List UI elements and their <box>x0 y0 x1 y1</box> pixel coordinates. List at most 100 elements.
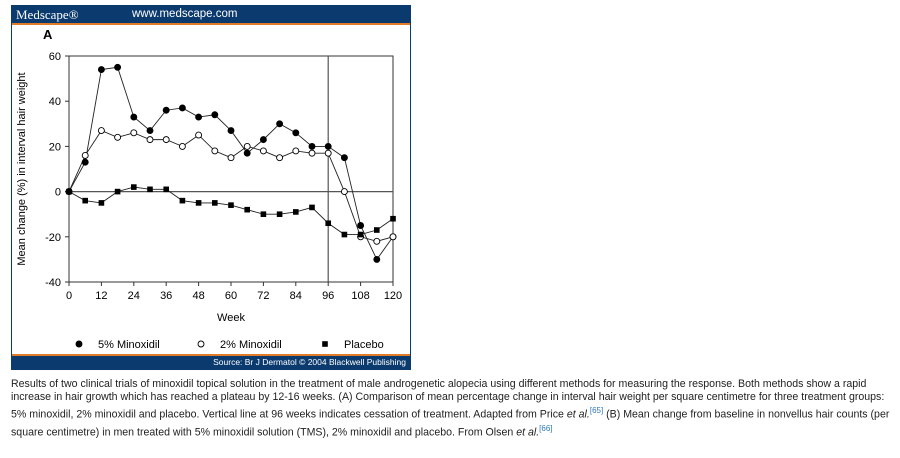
data-point-1 <box>243 142 251 150</box>
data-point-1 <box>178 142 186 150</box>
x-tick-label: 48 <box>192 290 204 302</box>
panel-label: A <box>43 27 53 42</box>
data-point-2 <box>374 227 380 233</box>
data-point-0 <box>130 113 138 121</box>
data-point-0 <box>243 149 251 157</box>
x-tick-label: 96 <box>322 290 334 302</box>
x-axis-label: Week <box>217 312 245 324</box>
data-point-0 <box>373 255 381 263</box>
data-point-2 <box>131 184 137 190</box>
data-point-2 <box>163 186 169 193</box>
data-point-0 <box>81 158 89 166</box>
data-point-2 <box>66 188 72 195</box>
data-point-2 <box>114 188 121 195</box>
data-point-2 <box>179 197 186 204</box>
legend-marker-2 <box>322 341 328 347</box>
data-point-1 <box>162 136 170 144</box>
caption-etal: et al. <box>566 408 590 421</box>
data-point-0 <box>308 142 316 150</box>
figure-header: Medscape® www.medscape.com <box>12 6 410 25</box>
chart: A -40 -20 0 20 40 60 0 12 24 36 48 60 72 84 96 108 120 Wee… <box>16 27 402 351</box>
data-point-2 <box>98 200 105 206</box>
data-point-1 <box>373 237 381 245</box>
data-point-0 <box>259 136 267 144</box>
legend-label: Placebo <box>344 339 384 351</box>
data-point-1 <box>195 131 203 139</box>
data-point-2 <box>309 204 315 211</box>
data-point-0 <box>276 120 284 128</box>
x-tick-label: 0 <box>66 290 72 302</box>
caption-etal: et al. <box>516 426 540 439</box>
figure-panel: Medscape® www.medscape.com A -40 -20 0 20 40 6… <box>11 5 411 370</box>
x-tick-label: 12 <box>95 290 107 302</box>
data-point-0 <box>227 127 235 135</box>
reference-link-65[interactable]: [65] <box>589 406 604 416</box>
x-tick-label: 108 <box>351 290 369 302</box>
caption-text: (B) Mean change from baseline in nonvell… <box>11 408 890 439</box>
series-line-0 <box>68 66 394 261</box>
data-point-2 <box>244 206 250 213</box>
data-point-2 <box>147 186 153 193</box>
data-point-1 <box>97 127 105 135</box>
source-credit: Source: Br J Dermatol © 2004 Blackwell P… <box>213 357 406 367</box>
data-point-2 <box>293 209 299 215</box>
series-line-1 <box>68 130 394 242</box>
figure-footer: Source: Br J Dermatol © 2004 Blackwell P… <box>12 354 410 369</box>
data-point-2 <box>82 197 88 204</box>
legend-marker-1 <box>197 340 205 348</box>
data-point-1 <box>276 154 284 162</box>
legend-label: 2% Minoxidil <box>220 339 282 351</box>
data-point-0 <box>324 142 332 150</box>
x-tick-label: 84 <box>290 290 302 302</box>
y-tick-label: 40 <box>49 96 61 108</box>
data-point-2 <box>325 220 331 227</box>
y-tick-label: -40 <box>45 277 61 289</box>
plot-frame <box>68 55 394 283</box>
data-point-1 <box>130 129 138 137</box>
x-tick-label: 36 <box>160 290 172 302</box>
data-point-1 <box>340 188 348 196</box>
data-point-2 <box>390 215 396 222</box>
site-url[interactable]: www.medscape.com <box>132 8 238 20</box>
data-point-2 <box>212 200 218 206</box>
data-point-1 <box>259 147 267 155</box>
y-tick-label: 60 <box>49 51 61 63</box>
data-point-0 <box>97 66 105 74</box>
data-point-1 <box>308 149 316 157</box>
data-point-0 <box>195 113 203 121</box>
legend-label: 5% Minoxidil <box>98 339 160 351</box>
data-point-0 <box>178 104 186 112</box>
y-axis-label: Mean change (%) in interval hair weight <box>16 72 28 265</box>
y-tick-label: -20 <box>45 232 61 244</box>
data-point-1 <box>146 136 154 144</box>
data-point-1 <box>211 147 219 155</box>
x-tick-label: 120 <box>384 290 402 302</box>
data-point-0 <box>114 63 122 71</box>
legend-marker-0 <box>75 340 83 348</box>
data-point-2 <box>260 211 267 217</box>
data-point-1 <box>227 154 235 162</box>
caption-text: Results of two clinical trials of minoxi… <box>11 378 885 421</box>
x-tick-label: 72 <box>257 290 269 302</box>
data-point-0 <box>292 129 300 137</box>
x-tick-label: 60 <box>225 290 237 302</box>
data-point-1 <box>114 133 122 141</box>
x-tick-label: 24 <box>128 290 140 302</box>
data-point-0 <box>146 127 154 135</box>
data-point-0 <box>211 111 219 119</box>
data-point-0 <box>340 154 348 162</box>
data-point-0 <box>162 106 170 114</box>
y-tick-label: 0 <box>55 187 61 199</box>
data-point-2 <box>195 200 202 206</box>
figure-caption: Results of two clinical trials of minoxi… <box>11 378 891 440</box>
data-point-1 <box>324 149 332 157</box>
data-point-2 <box>276 211 283 217</box>
data-point-2 <box>357 231 364 238</box>
data-point-1 <box>292 147 300 155</box>
medscape-logo: Medscape® <box>16 7 79 22</box>
data-point-1 <box>389 233 397 241</box>
y-tick-label: 20 <box>49 141 61 153</box>
data-point-0 <box>357 222 365 229</box>
reference-link-66[interactable]: [66] <box>539 424 553 434</box>
data-point-2 <box>228 202 234 208</box>
